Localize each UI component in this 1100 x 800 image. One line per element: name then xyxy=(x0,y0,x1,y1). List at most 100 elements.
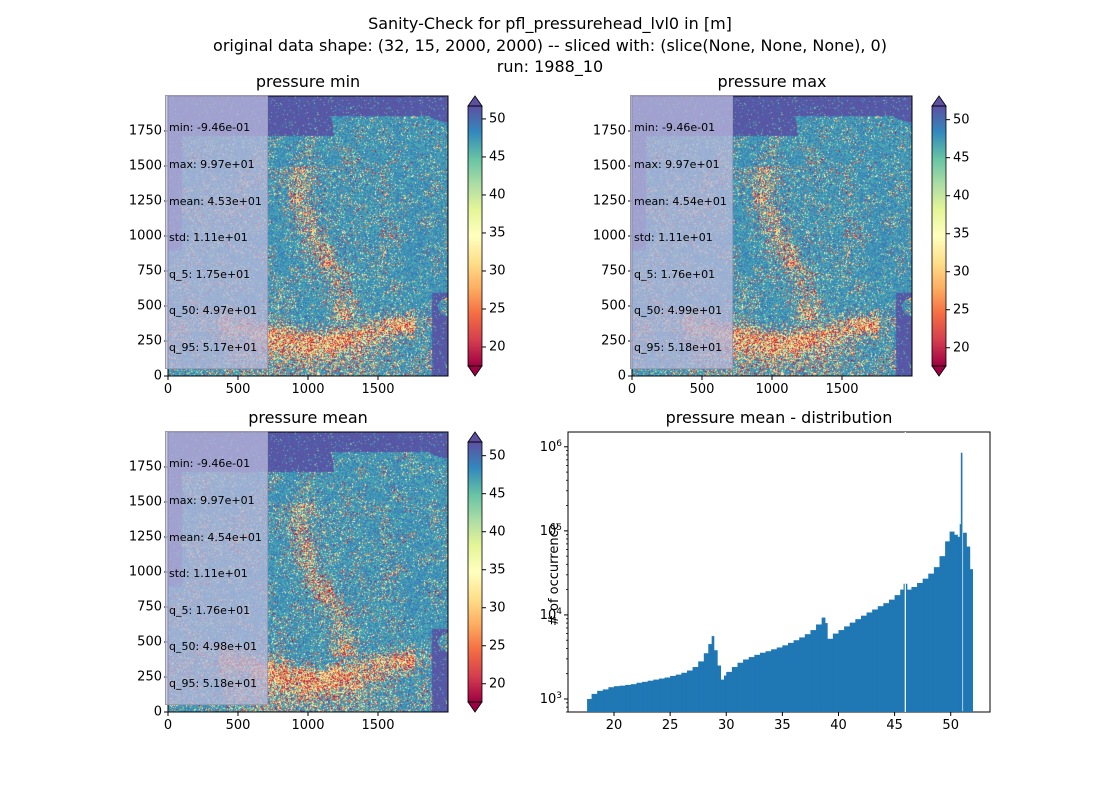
histogram-bar xyxy=(782,645,789,712)
hist-y-tick-label: 105 xyxy=(539,522,562,540)
y-tick-label: 1250 xyxy=(128,529,162,545)
stat-line: q_95: 5.18e+01 xyxy=(169,677,258,691)
stat-line: q_5: 1.76e+01 xyxy=(634,267,716,281)
histogram-bar xyxy=(787,642,794,712)
colorbar-tick-label: 50 xyxy=(489,111,506,127)
y-tick-label: 1500 xyxy=(128,158,162,174)
histogram-bar xyxy=(647,680,654,712)
hist-y-tick-label: 106 xyxy=(539,438,562,455)
histogram-bar xyxy=(711,636,715,712)
histogram-bar xyxy=(731,667,738,712)
stats-box-pressure-min: min: -9.46e-01 max: 9.97e+01 mean: 4.53e… xyxy=(165,95,268,370)
stat-line: std: 1.11e+01 xyxy=(169,567,248,581)
histogram-bar xyxy=(816,624,823,712)
colorbar-tick-label: 25 xyxy=(489,301,506,317)
histogram-bar xyxy=(743,659,750,712)
y-tick-label: 250 xyxy=(601,333,626,349)
stats-box-pressure-mean: min: -9.46e-01 max: 9.97e+01 mean: 4.54e… xyxy=(165,431,268,706)
histogram-bar xyxy=(692,667,699,712)
histogram-bar xyxy=(827,638,834,712)
colorbar-tick-label: 35 xyxy=(489,225,506,241)
stat-line: mean: 4.53e+01 xyxy=(169,194,262,208)
colorbar-tick-label: 35 xyxy=(953,226,970,242)
colorbar-tick-label: 45 xyxy=(953,150,970,166)
stat-line: max: 9.97e+01 xyxy=(634,158,720,172)
colorbar-tick-label: 30 xyxy=(953,264,970,280)
hist-y-tick-label: 103 xyxy=(539,690,562,708)
colorbar-extend-top xyxy=(931,95,947,107)
histogram-bar xyxy=(737,662,744,712)
y-tick-label: 500 xyxy=(601,298,626,314)
y-tick-label: 1000 xyxy=(128,228,162,244)
histogram-gap xyxy=(904,432,906,712)
histogram-bar xyxy=(922,578,929,712)
histogram-bar xyxy=(906,589,912,712)
histogram-bar xyxy=(720,679,725,712)
y-tick-label: 1000 xyxy=(592,228,626,244)
colorbar-tick-label: 20 xyxy=(953,340,970,356)
y-tick-label: 750 xyxy=(601,263,626,279)
histogram-bar xyxy=(642,681,649,712)
hist-x-tick-label: 40 xyxy=(830,718,847,733)
histogram-bar xyxy=(591,693,598,712)
hist-x-tick-label: 35 xyxy=(774,718,791,733)
colorbar-extend-bottom xyxy=(931,365,947,377)
hist-x-tick-label: 25 xyxy=(661,718,679,733)
histogram-bars xyxy=(587,432,974,712)
y-tick-label: 250 xyxy=(137,669,162,685)
colorbar-tick-label: 45 xyxy=(489,486,506,502)
stat-line: q_50: 4.97e+01 xyxy=(169,304,258,318)
y-tick-label: 0 xyxy=(617,368,626,384)
figure-title-line-2: original data shape: (32, 15, 2000, 2000… xyxy=(213,36,887,55)
colorbar-extend-bottom xyxy=(467,365,483,377)
colorbar-tick-label: 50 xyxy=(489,448,506,464)
colorbar-tick-label: 30 xyxy=(489,600,506,616)
panel-title-pressure-min: pressure min xyxy=(255,72,361,91)
histogram-bar xyxy=(911,586,918,712)
histogram-bar xyxy=(748,657,755,712)
panel-title-pressure-mean: pressure mean xyxy=(248,408,368,427)
histogram-bar xyxy=(957,536,961,712)
histogram-bar xyxy=(658,678,665,712)
y-tick-label: 1750 xyxy=(592,123,626,139)
histogram-bar xyxy=(708,644,713,712)
histogram-bar xyxy=(844,626,851,712)
colorbar-extend-top xyxy=(467,431,483,443)
histogram-bar xyxy=(771,649,778,712)
colorbar-gradient xyxy=(468,442,482,702)
y-tick-label: 1250 xyxy=(128,193,162,209)
stat-line: std: 1.11e+01 xyxy=(634,231,713,245)
stat-line: std: 1.11e+01 xyxy=(169,231,248,245)
y-tick-label: 750 xyxy=(137,599,162,615)
histogram-bar xyxy=(810,630,817,712)
x-tick-label: 1000 xyxy=(755,382,789,397)
histogram-bar xyxy=(799,637,806,712)
histogram-bar xyxy=(877,606,884,712)
histogram-bar xyxy=(900,589,904,712)
colorbar-gradient xyxy=(932,106,946,366)
histogram-bar xyxy=(872,609,879,712)
colorbar-tick-label: 20 xyxy=(489,339,506,355)
histogram-bar xyxy=(776,647,783,712)
colorbar-tick-label: 40 xyxy=(953,188,970,204)
colorbar-frame xyxy=(467,105,483,367)
histogram-bar xyxy=(838,630,845,712)
histogram-bar xyxy=(619,685,626,712)
histogram-bar xyxy=(602,689,609,712)
histogram-bar xyxy=(608,687,615,712)
histogram-bar xyxy=(670,675,677,712)
stat-line: min: -9.46e-01 xyxy=(634,121,716,135)
histogram-bar xyxy=(804,634,811,712)
y-tick-label: 500 xyxy=(137,634,162,650)
histogram-bar xyxy=(698,661,705,712)
hist-x-tick-label: 30 xyxy=(717,718,735,733)
histogram-bar xyxy=(765,651,772,712)
histogram-bar xyxy=(821,617,826,712)
stat-line: q_5: 1.75e+01 xyxy=(169,267,251,281)
x-tick-label: 1000 xyxy=(291,718,325,733)
hist-x-tick-label: 50 xyxy=(942,718,959,733)
colorbar-tick-label: 30 xyxy=(489,263,506,279)
histogram-bar xyxy=(860,615,867,712)
histogram-bar xyxy=(969,569,974,712)
